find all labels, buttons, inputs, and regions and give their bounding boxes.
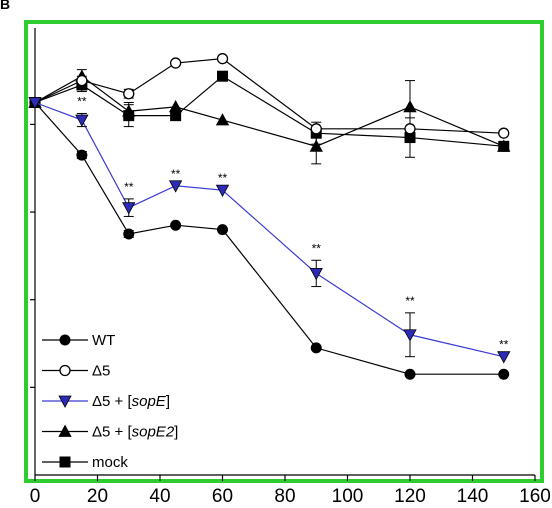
legend-entry: Δ5 xyxy=(42,363,110,380)
legend-entry: mock xyxy=(42,454,128,471)
data-point xyxy=(311,343,321,353)
legend-label: mock xyxy=(92,454,128,471)
x-tick-label: 40 xyxy=(149,486,170,507)
data-point xyxy=(311,124,321,134)
x-tick-label: 100 xyxy=(332,486,364,507)
series-1 xyxy=(30,54,509,139)
data-point xyxy=(170,101,182,112)
series-3 xyxy=(29,70,510,164)
significance-label: ** xyxy=(312,241,322,255)
series-line xyxy=(35,103,504,357)
data-point xyxy=(76,115,88,126)
significance-label: ** xyxy=(77,94,87,108)
data-point xyxy=(77,76,87,86)
data-point xyxy=(310,268,322,279)
x-tick-label: 80 xyxy=(274,486,295,507)
series-2: ** ** ** ** ** ** ** xyxy=(29,94,510,362)
series-4 xyxy=(30,71,509,157)
data-point xyxy=(310,140,322,151)
data-point xyxy=(499,369,509,379)
data-point xyxy=(218,225,228,235)
legend-marker xyxy=(60,457,70,467)
data-point xyxy=(499,128,509,138)
data-point xyxy=(171,58,181,68)
data-point xyxy=(217,114,229,125)
data-point xyxy=(124,229,134,239)
data-point xyxy=(218,71,228,81)
data-point xyxy=(498,352,510,363)
x-tick-label: 0 xyxy=(30,486,41,507)
legend-marker xyxy=(60,366,70,376)
data-point xyxy=(405,369,415,379)
legend-label: Δ5 + [sopE] xyxy=(92,393,170,410)
series-line xyxy=(35,59,504,134)
highlight-frame xyxy=(26,22,542,481)
significance-label: ** xyxy=(499,338,509,352)
legend-marker xyxy=(60,335,70,345)
x-tick-label: 20 xyxy=(87,486,108,507)
x-tick-label: 120 xyxy=(394,486,426,507)
significance-label: ** xyxy=(405,294,415,308)
x-tick-label: 140 xyxy=(457,486,489,507)
significance-label: ** xyxy=(218,171,228,185)
significance-label: ** xyxy=(124,180,134,194)
data-point xyxy=(218,54,228,64)
data-point xyxy=(171,220,181,230)
legend-entry: Δ5 + [sopE] xyxy=(42,393,170,410)
data-point xyxy=(124,89,134,99)
data-point xyxy=(77,150,87,160)
legend-label: Δ5 xyxy=(92,363,110,380)
legend-entry: WT xyxy=(42,332,115,349)
data-point xyxy=(404,101,416,112)
legend-label: WT xyxy=(92,332,115,349)
legend-label: Δ5 + [sopE2] xyxy=(92,424,178,441)
x-tick-label: 160 xyxy=(519,486,551,507)
legend-entry: Δ5 + [sopE2] xyxy=(42,424,178,441)
data-point xyxy=(405,124,415,134)
x-tick-label: 60 xyxy=(212,486,233,507)
data-point xyxy=(123,203,135,214)
significance-label: ** xyxy=(171,167,181,181)
